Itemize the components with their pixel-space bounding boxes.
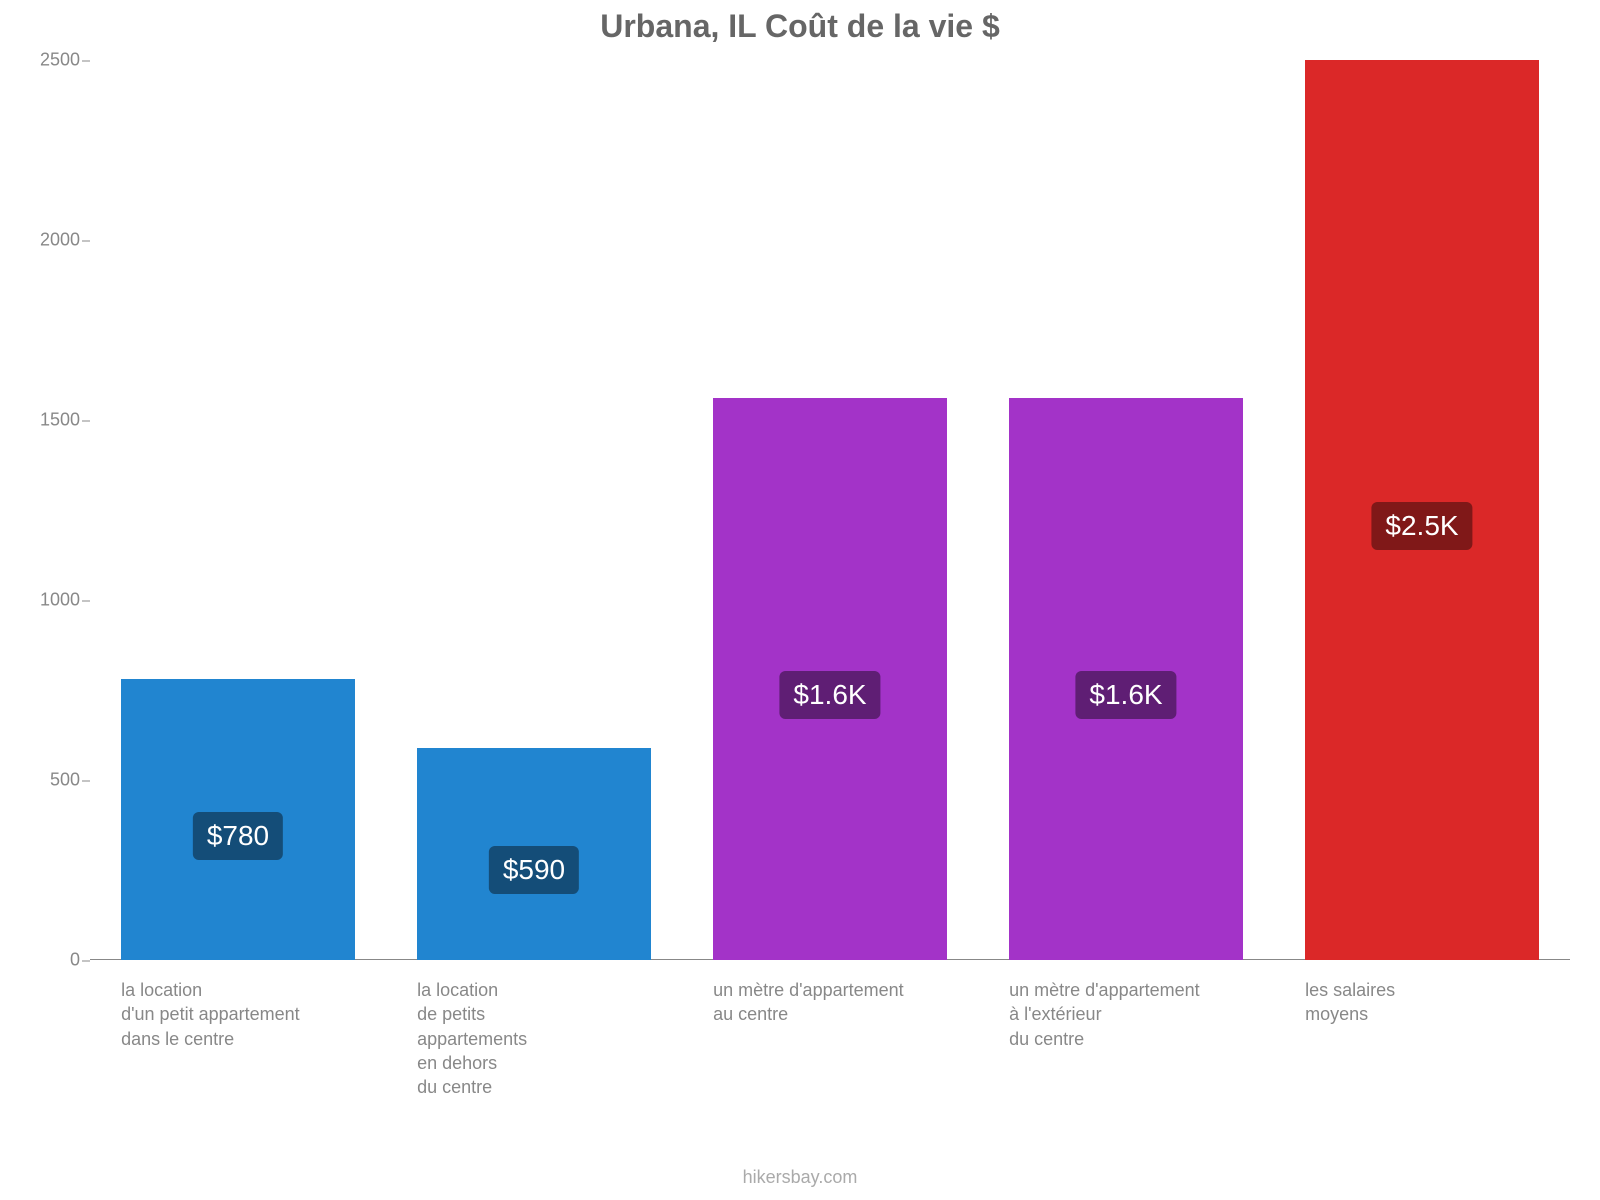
bar-value-badge: $1.6K (779, 671, 880, 719)
bar: $590 (417, 748, 651, 960)
bar: $2.5K (1305, 60, 1539, 960)
x-axis-category-label: les salairesmoyens (1305, 978, 1579, 1027)
chart-title: Urbana, IL Coût de la vie $ (0, 8, 1600, 45)
y-axis-tick: 2000 (0, 230, 80, 251)
chart-container: Urbana, IL Coût de la vie $ 0 500 1000 1500… (0, 0, 1600, 1200)
y-axis-tick: 1000 (0, 590, 80, 611)
bar-value-badge: $2.5K (1371, 502, 1472, 550)
bar: $1.6K (1009, 398, 1243, 960)
attribution-text: hikersbay.com (0, 1167, 1600, 1188)
y-axis-tick: 2500 (0, 50, 80, 71)
x-axis-labels: la locationd'un petit appartementdans le… (90, 970, 1570, 1150)
bar-value-badge: $1.6K (1075, 671, 1176, 719)
y-axis-tick: 0 (0, 950, 80, 971)
x-axis-category-label: la locationde petitsappartementsen dehor… (417, 978, 691, 1099)
y-axis-tick: 500 (0, 770, 80, 791)
bar: $780 (121, 679, 355, 960)
y-axis-tick: 1500 (0, 410, 80, 431)
bar: $1.6K (713, 398, 947, 960)
x-axis-category-label: un mètre d'appartementau centre (713, 978, 987, 1027)
bar-value-badge: $590 (489, 846, 579, 894)
x-axis-category-label: la locationd'un petit appartementdans le… (121, 978, 395, 1051)
x-axis-category-label: un mètre d'appartementà l'extérieurdu ce… (1009, 978, 1283, 1051)
bar-value-badge: $780 (193, 812, 283, 860)
plot-area: 05001000150020002500$780$590$1.6K$1.6K$2… (90, 60, 1570, 960)
